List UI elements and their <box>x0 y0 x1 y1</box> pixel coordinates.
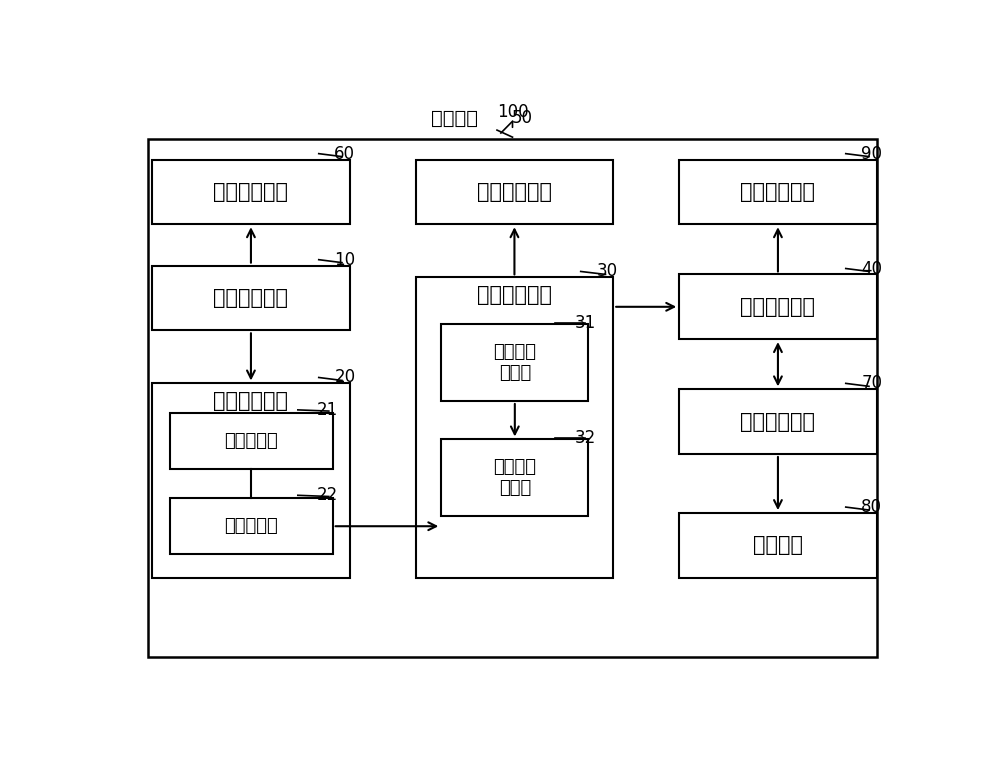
Text: 第三灭屏模块: 第三灭屏模块 <box>213 182 288 202</box>
Text: 40: 40 <box>861 259 882 278</box>
Bar <box>148 139 877 657</box>
Text: 90: 90 <box>861 145 882 163</box>
Text: 70: 70 <box>861 374 882 392</box>
Text: 100: 100 <box>497 103 528 122</box>
Text: 亮屏模块: 亮屏模块 <box>753 536 803 555</box>
Text: 设置子模块: 设置子模块 <box>224 431 278 450</box>
Text: 第二判断
子模块: 第二判断 子模块 <box>493 458 536 497</box>
Text: 60: 60 <box>334 145 355 163</box>
Text: 50: 50 <box>511 109 532 127</box>
Text: 第一判断
子模块: 第一判断 子模块 <box>493 343 536 382</box>
Bar <box>170 498 333 554</box>
Text: 第三判断模块: 第三判断模块 <box>740 412 815 431</box>
Text: 30: 30 <box>596 262 617 281</box>
Bar <box>416 278 613 578</box>
Bar <box>679 160 877 224</box>
Bar <box>441 439 588 516</box>
Bar <box>152 160 350 224</box>
Bar <box>679 513 877 578</box>
Bar <box>441 324 588 401</box>
Text: 第一灭屏模块: 第一灭屏模块 <box>740 297 815 317</box>
Bar <box>170 413 333 469</box>
Text: 第一判断模块: 第一判断模块 <box>213 288 288 308</box>
Bar <box>679 275 877 339</box>
Text: 20: 20 <box>334 369 355 386</box>
Text: 重新校准模块: 重新校准模块 <box>740 182 815 202</box>
Text: 第二判断模块: 第二判断模块 <box>477 285 552 305</box>
Text: 80: 80 <box>861 498 882 516</box>
Bar <box>152 265 350 330</box>
Bar <box>679 389 877 454</box>
Text: 10: 10 <box>334 251 355 269</box>
Text: 31: 31 <box>574 314 596 332</box>
Bar <box>416 160 613 224</box>
Bar <box>152 383 350 578</box>
Text: 32: 32 <box>574 428 596 447</box>
Text: 21: 21 <box>317 401 338 419</box>
Text: 调节子模块: 调节子模块 <box>224 517 278 535</box>
Text: 移动终端: 移动终端 <box>431 109 478 128</box>
Text: 22: 22 <box>317 487 338 504</box>
Text: 第二灭屏模块: 第二灭屏模块 <box>477 182 552 202</box>
Text: 阈値调节模块: 阈値调节模块 <box>213 391 288 411</box>
